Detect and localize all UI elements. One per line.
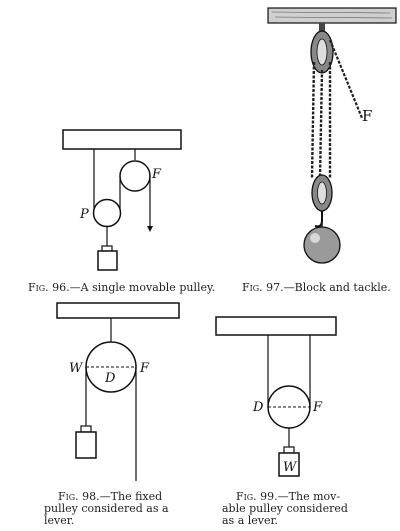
fig99-caption-line-3: as a lever. (222, 514, 279, 527)
fig96-label-F: F (151, 167, 162, 182)
fig99-beam (215, 316, 337, 336)
fig99-label-D: D (252, 400, 264, 415)
fig96-drawing: F P (62, 129, 182, 271)
fig99-weight-knob (283, 446, 295, 454)
fig98-beam (56, 302, 180, 319)
fig99-caption: Fig. 99.—The mov- able pulley considered… (222, 491, 362, 527)
fig96-ceiling-beam (62, 129, 182, 150)
fig99-drawing: D F W (215, 316, 337, 477)
fig97-ball-highlight (310, 233, 320, 243)
fig96-weight (97, 250, 118, 271)
fig97-beam-grain (271, 11, 391, 14)
fig97-beam (267, 7, 397, 24)
fig99-label-F: F (312, 400, 323, 415)
fig99-label: Fig. 99. (236, 490, 278, 503)
fig97-lower-sheave (317, 181, 327, 205)
fig97-label-F: F (362, 107, 372, 125)
fig97-drawing: F (267, 7, 397, 264)
fig96-arrow (147, 226, 153, 232)
fig99-label-W: W (283, 460, 298, 475)
fig98-label-W: W (69, 361, 84, 376)
fig96-fixed-pulley (119, 160, 151, 192)
fig98-caption-line-2: pulley considered as a (44, 502, 169, 515)
fig99-caption-line-1: Fig. 99.—The mov- (222, 491, 362, 503)
fig97-ball (303, 226, 341, 264)
fig97-rope-free (328, 39, 364, 119)
fig98-caption: Fig. 98.—The fixed pulley considered as … (44, 491, 184, 527)
fig98-label-F: F (139, 361, 150, 376)
fig96-label: Fig. 96. (28, 281, 70, 294)
fig98-weight (75, 431, 97, 459)
fig97-rope-2 (318, 69, 324, 179)
fig99-weight (278, 452, 300, 477)
fig96-movable-pulley (92, 198, 122, 228)
fig96-caption: Fig. 96.—A single movable pulley. (28, 282, 215, 294)
fig98-label-D: D (104, 371, 116, 386)
fig99-caption-text-1: —The mov- (277, 490, 341, 503)
fig98-caption-line-3: lever. (44, 514, 75, 527)
fig97-hook-top (319, 23, 325, 33)
fig98-drawing: W D F (56, 302, 180, 481)
fig97-caption-text: —Block and tackle. (283, 281, 391, 294)
fig97-label: Fig. 97. (242, 281, 284, 294)
fig97-upper-sheave (316, 38, 328, 66)
fig98-caption-line-1: Fig. 98.—The fixed (44, 491, 184, 503)
fig97-caption: Fig. 97.—Block and tackle. (242, 282, 391, 294)
fig96-caption-text: —A single movable pulley. (69, 281, 216, 294)
fig97-rope-1 (310, 61, 316, 179)
fig96-label-P: P (79, 207, 89, 222)
fig98-label: Fig. 98. (58, 490, 100, 503)
fig98-caption-text-1: —The fixed (99, 490, 163, 503)
fig98-weight-knob (80, 425, 92, 433)
fig97-hook (314, 211, 323, 228)
fig97-beam-grain-2 (274, 16, 393, 19)
fig99-caption-line-2: able pulley considered (222, 502, 348, 515)
